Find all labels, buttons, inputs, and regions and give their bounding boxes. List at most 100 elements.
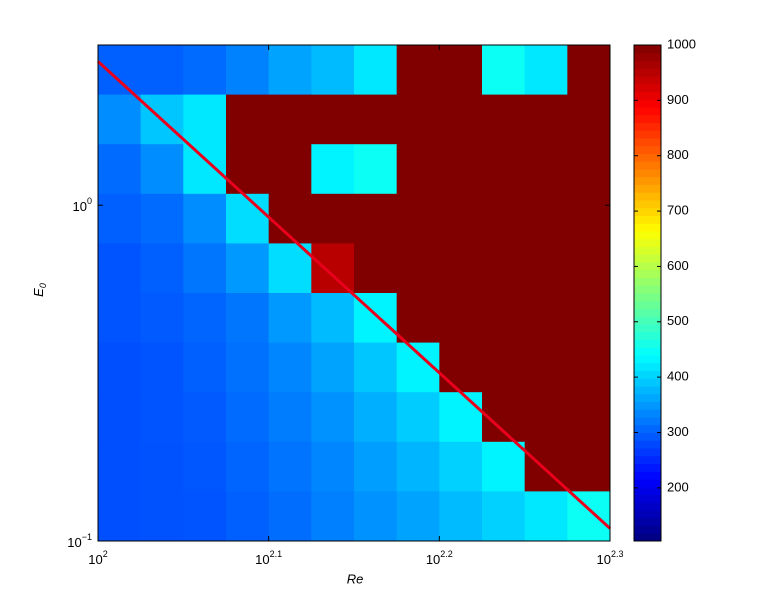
boundary-line — [96, 60, 612, 530]
heatmap-cell — [98, 293, 142, 344]
heatmap-cell — [311, 94, 355, 145]
colorbar-step — [634, 378, 661, 387]
colorbar-tick-label: 300 — [667, 424, 689, 439]
y-tick-label: 100 — [73, 197, 92, 215]
colorbar-step — [634, 293, 661, 302]
heatmap-cell — [354, 94, 398, 145]
heatmap-cell — [183, 342, 227, 393]
heatmap-cell — [268, 491, 312, 542]
colorbar-step — [634, 517, 661, 526]
colorbar-step — [634, 417, 661, 426]
colorbar-step — [634, 107, 661, 116]
heatmap-cell — [354, 392, 398, 443]
heatmap-cell — [226, 392, 270, 443]
heatmap-cell — [140, 392, 184, 443]
heatmap-cell — [226, 45, 270, 96]
colorbar-step — [634, 316, 661, 325]
colorbar-tick-label: 700 — [667, 203, 689, 218]
colorbar-step — [634, 83, 661, 92]
heatmap-cell — [396, 441, 440, 492]
colorbar-tick-label: 900 — [667, 92, 689, 107]
heatmap-cell — [482, 243, 526, 294]
heatmap-cell — [524, 342, 568, 393]
colorbar-step — [634, 440, 661, 449]
colorbar-step — [634, 355, 661, 364]
heatmap-cell — [226, 144, 270, 195]
heatmap-cell — [439, 94, 483, 145]
colorbar-step — [634, 471, 661, 480]
colorbar-step — [634, 347, 661, 356]
heatmap-cell — [482, 45, 526, 96]
heatmap-cell — [439, 441, 483, 492]
heatmap-cell — [268, 144, 312, 195]
colorbar-step — [634, 386, 661, 395]
colorbar-step — [634, 362, 661, 371]
heatmap-cell — [396, 243, 440, 294]
colorbar-tick-label: 200 — [667, 479, 689, 494]
colorbar-step — [634, 238, 661, 247]
heatmap-cell — [439, 392, 483, 443]
heatmap-cell — [268, 441, 312, 492]
heatmap-cell — [439, 243, 483, 294]
colorbar-step — [634, 207, 661, 216]
heatmap-cell — [567, 342, 611, 393]
heatmap-cell — [354, 342, 398, 393]
heatmap-cell — [140, 243, 184, 294]
colorbar-step — [634, 494, 661, 503]
colorbar-step — [634, 45, 661, 54]
heatmap-cell — [98, 491, 142, 542]
colorbar-step — [634, 308, 661, 317]
heatmap-cell — [311, 342, 355, 393]
colorbar-step — [634, 479, 661, 488]
heatmap-cell — [439, 491, 483, 542]
heatmap-cell — [354, 491, 398, 542]
heatmap-cell — [183, 243, 227, 294]
colorbar-step — [634, 231, 661, 240]
colorbar-step — [634, 300, 661, 309]
colorbar-step — [634, 510, 661, 519]
colorbar-tick-label: 800 — [667, 147, 689, 162]
colorbar-step — [634, 246, 661, 255]
heatmap-cell — [268, 45, 312, 96]
colorbar-step — [634, 99, 661, 108]
heatmap-cell — [183, 45, 227, 96]
heatmap-cell — [567, 392, 611, 443]
colorbar-step — [634, 161, 661, 170]
heatmap-cell — [567, 491, 611, 542]
heatmap-cell — [524, 491, 568, 542]
heatmap-cell — [354, 193, 398, 244]
heatmap-cell — [140, 491, 184, 542]
colorbar-step — [634, 331, 661, 340]
colorbar-step — [634, 184, 661, 193]
colorbar-step — [634, 262, 661, 271]
heatmap-cell — [140, 193, 184, 244]
heatmap-cell — [98, 392, 142, 443]
colorbar-step — [634, 91, 661, 100]
heatmap-cell — [183, 491, 227, 542]
heatmap-cell — [226, 293, 270, 344]
heatmap-cell — [567, 144, 611, 195]
colorbar-step — [634, 76, 661, 85]
colorbar-tick-label: 600 — [667, 258, 689, 273]
heatmap-cell — [482, 144, 526, 195]
heatmap-cell — [311, 392, 355, 443]
colorbar-tick-label: 500 — [667, 313, 689, 328]
heatmap-cell — [354, 144, 398, 195]
heatmap-cell — [311, 45, 355, 96]
heatmap-cell — [183, 293, 227, 344]
heatmap-cell — [482, 293, 526, 344]
colorbar-tick-label: 400 — [667, 369, 689, 384]
colorbar-step — [634, 169, 661, 178]
heatmap-cell — [140, 441, 184, 492]
heatmap-cell — [183, 94, 227, 145]
colorbar-step — [634, 138, 661, 147]
y-axis-label: E0 — [31, 283, 48, 297]
heatmap-cell — [524, 94, 568, 145]
colorbar-step — [634, 215, 661, 224]
colorbar-step — [634, 463, 661, 472]
heatmap-cell — [226, 441, 270, 492]
heatmap-cell — [311, 491, 355, 542]
heatmap-cell — [567, 293, 611, 344]
colorbar-step — [634, 176, 661, 185]
colorbar-step — [634, 502, 661, 511]
